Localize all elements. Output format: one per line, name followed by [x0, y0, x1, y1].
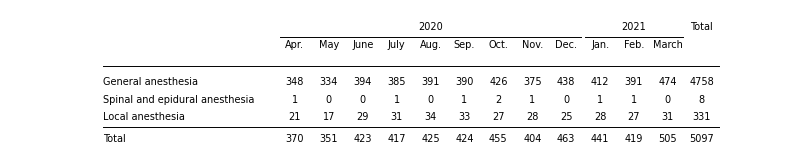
Text: 17: 17	[322, 112, 335, 122]
Text: 1: 1	[394, 96, 400, 105]
Text: 0: 0	[665, 96, 671, 105]
Text: 31: 31	[390, 112, 402, 122]
Text: 417: 417	[387, 135, 406, 145]
Text: 370: 370	[286, 135, 304, 145]
Text: 2: 2	[495, 96, 502, 105]
Text: 334: 334	[320, 77, 338, 87]
Text: 28: 28	[526, 112, 538, 122]
Text: Dec.: Dec.	[555, 40, 577, 50]
Text: 27: 27	[492, 112, 505, 122]
Text: May: May	[318, 40, 339, 50]
Text: 331: 331	[693, 112, 711, 122]
Text: 5097: 5097	[690, 135, 714, 145]
Text: 412: 412	[591, 77, 610, 87]
Text: 404: 404	[523, 135, 542, 145]
Text: 375: 375	[523, 77, 542, 87]
Text: 28: 28	[594, 112, 606, 122]
Text: 455: 455	[489, 135, 508, 145]
Text: Aug.: Aug.	[419, 40, 442, 50]
Text: 391: 391	[422, 77, 440, 87]
Text: Local anesthesia: Local anesthesia	[103, 112, 185, 122]
Text: 426: 426	[489, 77, 508, 87]
Text: 1: 1	[529, 96, 535, 105]
Text: Nov.: Nov.	[522, 40, 543, 50]
Text: 27: 27	[628, 112, 640, 122]
Text: 25: 25	[560, 112, 573, 122]
Text: Feb.: Feb.	[624, 40, 644, 50]
Text: Apr.: Apr.	[286, 40, 304, 50]
Text: Total: Total	[103, 135, 126, 145]
Text: March: March	[653, 40, 683, 50]
Text: 505: 505	[658, 135, 678, 145]
Text: 29: 29	[357, 112, 369, 122]
Text: 33: 33	[458, 112, 470, 122]
Text: 423: 423	[354, 135, 372, 145]
Text: 0: 0	[326, 96, 332, 105]
Text: 385: 385	[387, 77, 406, 87]
Text: 4758: 4758	[690, 77, 714, 87]
Text: 438: 438	[557, 77, 575, 87]
Text: 424: 424	[455, 135, 474, 145]
Text: 351: 351	[319, 135, 338, 145]
Text: 1: 1	[631, 96, 637, 105]
Text: 8: 8	[698, 96, 705, 105]
Text: July: July	[388, 40, 406, 50]
Text: 2020: 2020	[418, 22, 443, 32]
Text: June: June	[352, 40, 374, 50]
Text: 1: 1	[292, 96, 298, 105]
Text: 419: 419	[625, 135, 643, 145]
Text: 441: 441	[591, 135, 610, 145]
Text: Jan.: Jan.	[591, 40, 609, 50]
Text: 390: 390	[455, 77, 474, 87]
Text: Oct.: Oct.	[489, 40, 508, 50]
Text: 0: 0	[360, 96, 366, 105]
Text: 474: 474	[658, 77, 677, 87]
Text: 1: 1	[462, 96, 467, 105]
Text: 31: 31	[662, 112, 674, 122]
Text: 425: 425	[422, 135, 440, 145]
Text: 463: 463	[557, 135, 575, 145]
Text: 21: 21	[289, 112, 301, 122]
Text: 391: 391	[625, 77, 643, 87]
Text: 348: 348	[286, 77, 304, 87]
Text: Sep.: Sep.	[454, 40, 475, 50]
Text: 394: 394	[354, 77, 372, 87]
Text: Total: Total	[690, 22, 713, 32]
Text: 0: 0	[563, 96, 570, 105]
Text: 0: 0	[427, 96, 434, 105]
Text: 2021: 2021	[622, 22, 646, 32]
Text: Spinal and epidural anesthesia: Spinal and epidural anesthesia	[103, 96, 254, 105]
Text: 34: 34	[425, 112, 437, 122]
Text: 1: 1	[597, 96, 603, 105]
Text: General anesthesia: General anesthesia	[103, 77, 198, 87]
